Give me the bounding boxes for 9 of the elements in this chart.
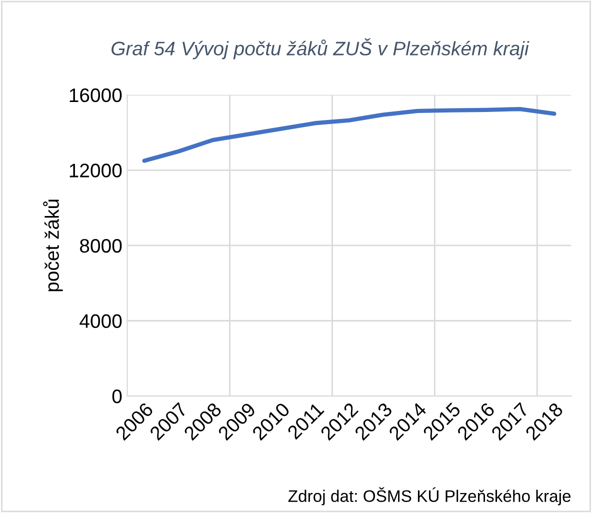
y-tick-label: 16000: [70, 88, 122, 102]
text: Zdroj dat: OŠMS KÚ Plzeňského kraje: [288, 487, 571, 506]
chart-title: Graf 54 Vývoj počtu žáků ZUŠ v Plzeňském kraji: [112, 38, 530, 60]
y-tick-label: 12000: [70, 164, 122, 178]
y-axis-title: počet žáků: [43, 200, 63, 292]
line-series: [142, 106, 556, 163]
y-tick-label: 8000: [80, 238, 122, 253]
y-tick-label: 0: [112, 390, 122, 404]
y-tick-label: 4000: [80, 314, 122, 328]
